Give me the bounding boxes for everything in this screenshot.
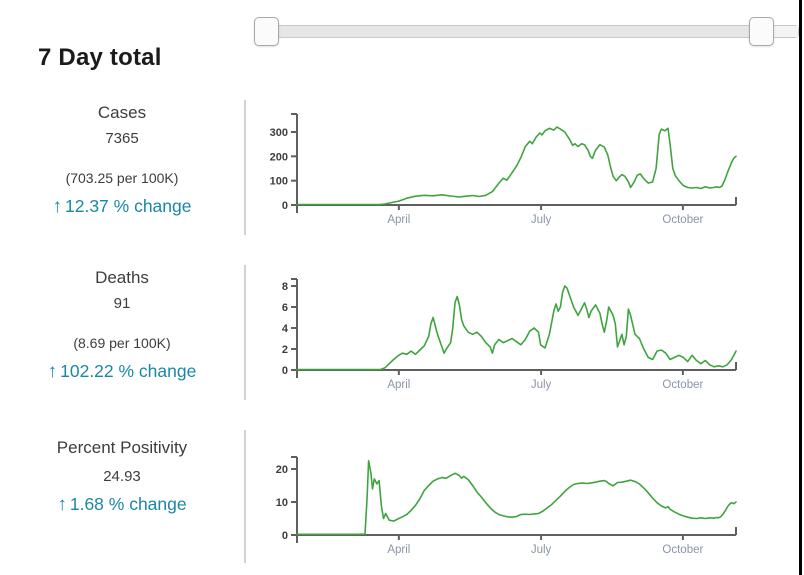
svg-text:April: April bbox=[387, 544, 410, 556]
up-arrow-icon: ↑ bbox=[47, 361, 58, 382]
positivity-row: Percent Positivity 24.93 ↑ 1.68 % change … bbox=[0, 430, 799, 563]
svg-text:July: July bbox=[531, 214, 552, 226]
metric-value: 91 bbox=[113, 295, 131, 312]
percent-change: ↑ 1.68 % change bbox=[0, 494, 244, 516]
per-capita-value: (703.25 per 100K) bbox=[65, 170, 179, 186]
deaths-trend-chart[interactable]: 0 2 4 6 8 April July October bbox=[250, 265, 790, 400]
percent-change-label: 12.37 % change bbox=[65, 196, 192, 216]
svg-text:20: 20 bbox=[276, 464, 288, 476]
deaths-stats-panel: Deaths 91 (8.69 per 100K) ↑ 102.22 % chan… bbox=[0, 265, 244, 400]
svg-text:2: 2 bbox=[282, 344, 288, 356]
svg-text:October: October bbox=[662, 214, 703, 226]
percent-change-label: 102.22 % change bbox=[60, 361, 197, 381]
page-title: 7 Day total bbox=[38, 44, 162, 71]
svg-text:300: 300 bbox=[270, 127, 288, 139]
cases-stats-panel: Cases 7365 (703.25 per 100K) ↑ 12.37 % ch… bbox=[0, 100, 244, 235]
date-range-slider-track-after bbox=[774, 26, 798, 37]
svg-text:6: 6 bbox=[282, 302, 288, 314]
metric-label: Deaths bbox=[95, 268, 149, 287]
vertical-divider bbox=[244, 430, 246, 563]
cases-row: Cases 7365 (703.25 per 100K) ↑ 12.37 % ch… bbox=[0, 100, 799, 235]
deaths-row: Deaths 91 (8.69 per 100K) ↑ 102.22 % chan… bbox=[0, 265, 799, 400]
metric-label: Percent Positivity bbox=[56, 438, 188, 457]
per-capita-value: (8.69 per 100K) bbox=[73, 335, 171, 351]
svg-text:October: October bbox=[662, 544, 703, 556]
vertical-divider bbox=[244, 265, 246, 400]
svg-text:4: 4 bbox=[282, 323, 289, 335]
svg-text:April: April bbox=[387, 379, 410, 391]
metric-value: 24.93 bbox=[103, 468, 141, 485]
svg-text:October: October bbox=[662, 379, 703, 391]
svg-text:July: July bbox=[531, 544, 552, 556]
svg-text:April: April bbox=[387, 214, 410, 226]
svg-text:8: 8 bbox=[282, 281, 288, 293]
up-arrow-icon: ↑ bbox=[57, 494, 67, 515]
svg-text:200: 200 bbox=[270, 151, 288, 163]
metric-label: Cases bbox=[97, 103, 147, 122]
date-range-slider-right-handle[interactable] bbox=[749, 17, 774, 46]
percent-change: ↑ 102.22 % change bbox=[0, 361, 244, 383]
svg-text:0: 0 bbox=[282, 530, 288, 542]
percent-change: ↑ 12.37 % change bbox=[0, 196, 244, 218]
svg-text:July: July bbox=[531, 379, 552, 391]
percent-change-label: 1.68 % change bbox=[69, 494, 187, 514]
vertical-divider bbox=[244, 100, 246, 235]
svg-text:0: 0 bbox=[282, 365, 288, 377]
date-range-slider-selected-range[interactable] bbox=[268, 26, 760, 37]
svg-text:100: 100 bbox=[270, 176, 288, 188]
cases-trend-chart[interactable]: 0 100 200 300 April July October bbox=[250, 100, 790, 235]
svg-text:0: 0 bbox=[282, 200, 288, 212]
window-right-edge-border bbox=[799, 0, 802, 575]
svg-text:10: 10 bbox=[276, 497, 288, 509]
positivity-stats-panel: Percent Positivity 24.93 ↑ 1.68 % change bbox=[0, 430, 244, 563]
up-arrow-icon: ↑ bbox=[52, 196, 63, 217]
positivity-trend-chart[interactable]: 0 10 20 April July October bbox=[250, 430, 790, 565]
metric-value: 7365 bbox=[105, 130, 139, 147]
date-range-slider-left-handle[interactable] bbox=[254, 17, 279, 46]
